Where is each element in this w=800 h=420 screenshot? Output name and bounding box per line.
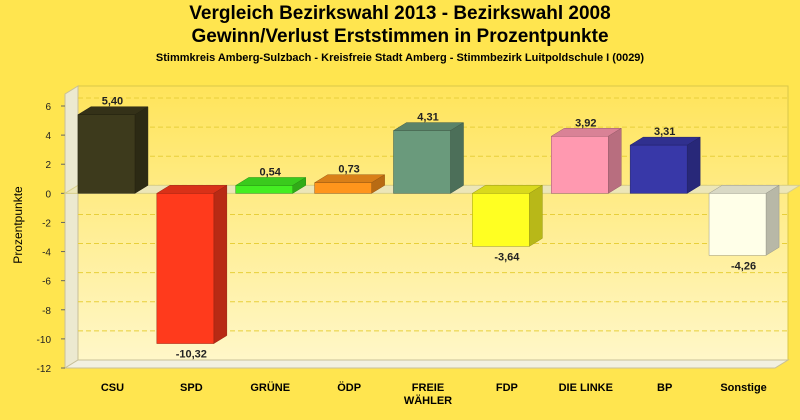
bar	[629, 144, 688, 194]
x-tick-label: DIE LINKE	[559, 382, 613, 394]
x-tick-label: SPD	[180, 382, 203, 394]
y-tick-label: -4	[42, 248, 51, 259]
plot-floor	[63, 359, 790, 369]
bar-side	[529, 184, 543, 247]
y-axis-title: Prozentpunkte	[11, 186, 25, 264]
chart-title: Vergleich Bezirkswahl 2013 - Bezirkswahl…	[189, 3, 611, 24]
x-tick-label: WÄHLER	[404, 394, 452, 407]
chart-caption: Stimmkreis Amberg-Sulzbach - Kreisfreie …	[155, 52, 645, 64]
bar	[314, 182, 372, 194]
y-tick-label: 0	[45, 189, 51, 200]
x-tick-label: ÖDP	[337, 381, 361, 394]
bar	[708, 193, 767, 256]
x-tick-label: FREIE	[412, 382, 444, 394]
bar-value-label: -10,32	[176, 349, 207, 361]
bar-value-label: 3,31	[654, 126, 675, 138]
bar	[551, 136, 609, 194]
bar	[472, 193, 530, 247]
bar-side	[608, 127, 622, 194]
bar-side	[134, 106, 149, 194]
y-tick-label: -8	[42, 306, 51, 317]
bar	[156, 193, 215, 344]
bar-value-label: 5,40	[102, 96, 123, 108]
y-tick-label: -10	[37, 335, 52, 346]
chart-subtitle: Gewinn/Verlust Erststimmen in Prozentpun…	[191, 26, 609, 47]
bar-value-label: 0,54	[260, 166, 282, 178]
bar-value-label: -4,26	[731, 260, 756, 272]
bar-side	[450, 122, 464, 194]
bar-value-label: 4,31	[417, 112, 438, 124]
x-tick-label: CSU	[101, 382, 124, 394]
bar-value-label: -3,64	[494, 251, 520, 263]
bar-side	[213, 184, 228, 344]
bar-side	[686, 136, 701, 194]
y-tick-label: -12	[37, 364, 52, 375]
bar-value-label: 0,73	[338, 164, 359, 176]
bar-side	[765, 184, 780, 256]
y-tick-label: 4	[45, 131, 51, 142]
bar	[77, 114, 136, 194]
bar	[235, 185, 293, 194]
x-tick-label: BP	[657, 382, 672, 394]
bar-value-label: 3,92	[575, 117, 596, 129]
bar	[393, 130, 451, 194]
y-tick-label: 6	[45, 102, 51, 113]
x-tick-label: GRÜNE	[250, 381, 290, 394]
y-tick-label: -2	[42, 218, 51, 229]
y-tick-label: 2	[45, 160, 51, 171]
x-tick-label: FDP	[496, 382, 518, 394]
y-tick-label: -6	[42, 277, 51, 288]
x-tick-label: Sonstige	[720, 382, 766, 394]
plot-side-wall	[64, 85, 79, 369]
